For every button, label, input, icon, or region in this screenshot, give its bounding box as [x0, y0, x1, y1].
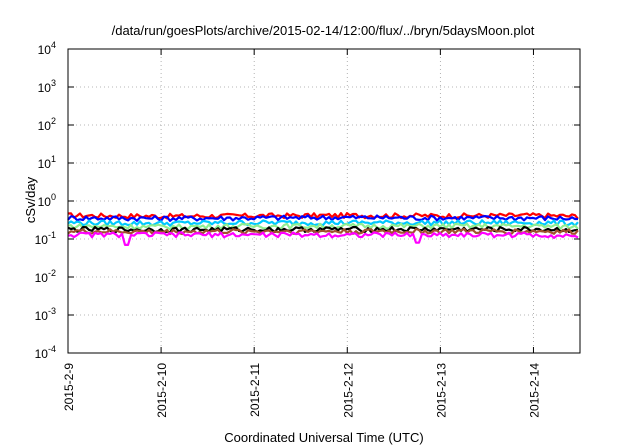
x-ticks: 2015-2-9 2015-2-10 2015-2-11 2015-2-12 2015-… — [62, 49, 541, 418]
x-tick-label: 2015-2-9 — [62, 363, 76, 411]
series-line — [67, 212, 579, 220]
grid — [68, 49, 580, 353]
chart-title: /data/run/goesPlots/archive/2015-02-14/1… — [112, 23, 535, 38]
series-line — [67, 214, 578, 222]
y-tick-label: 101 — [38, 154, 56, 171]
series-line — [67, 227, 579, 236]
series-line — [67, 231, 579, 246]
y-tick-label: 100 — [38, 192, 56, 209]
series-line — [67, 222, 579, 231]
x-axis-label: Coordinated Universal Time (UTC) — [224, 430, 423, 445]
y-tick-label: 10-3 — [35, 306, 56, 323]
y-tick-label: 10-1 — [35, 230, 56, 247]
x-tick-label: 2015-2-11 — [248, 363, 262, 417]
y-tick-label: 10-4 — [35, 344, 56, 361]
plot-frame — [67, 48, 581, 354]
y-tick-label: 103 — [38, 78, 56, 95]
x-tick-label: 2015-2-12 — [341, 363, 355, 418]
y-tick-label: 104 — [38, 40, 56, 57]
y-tick-label: 10-2 — [35, 268, 56, 285]
y-axis-label: cSv/day — [23, 176, 38, 223]
y-tick-label: 102 — [38, 116, 56, 133]
x-tick-label: 2015-2-13 — [434, 363, 448, 418]
y-ticks: 104 103 102 101 100 10-1 10-2 10-3 10-4 — [35, 40, 580, 361]
x-tick-label: 2015-2-10 — [155, 363, 169, 418]
x-tick-label: 2015-2-14 — [527, 363, 541, 418]
series-layer — [67, 212, 579, 246]
